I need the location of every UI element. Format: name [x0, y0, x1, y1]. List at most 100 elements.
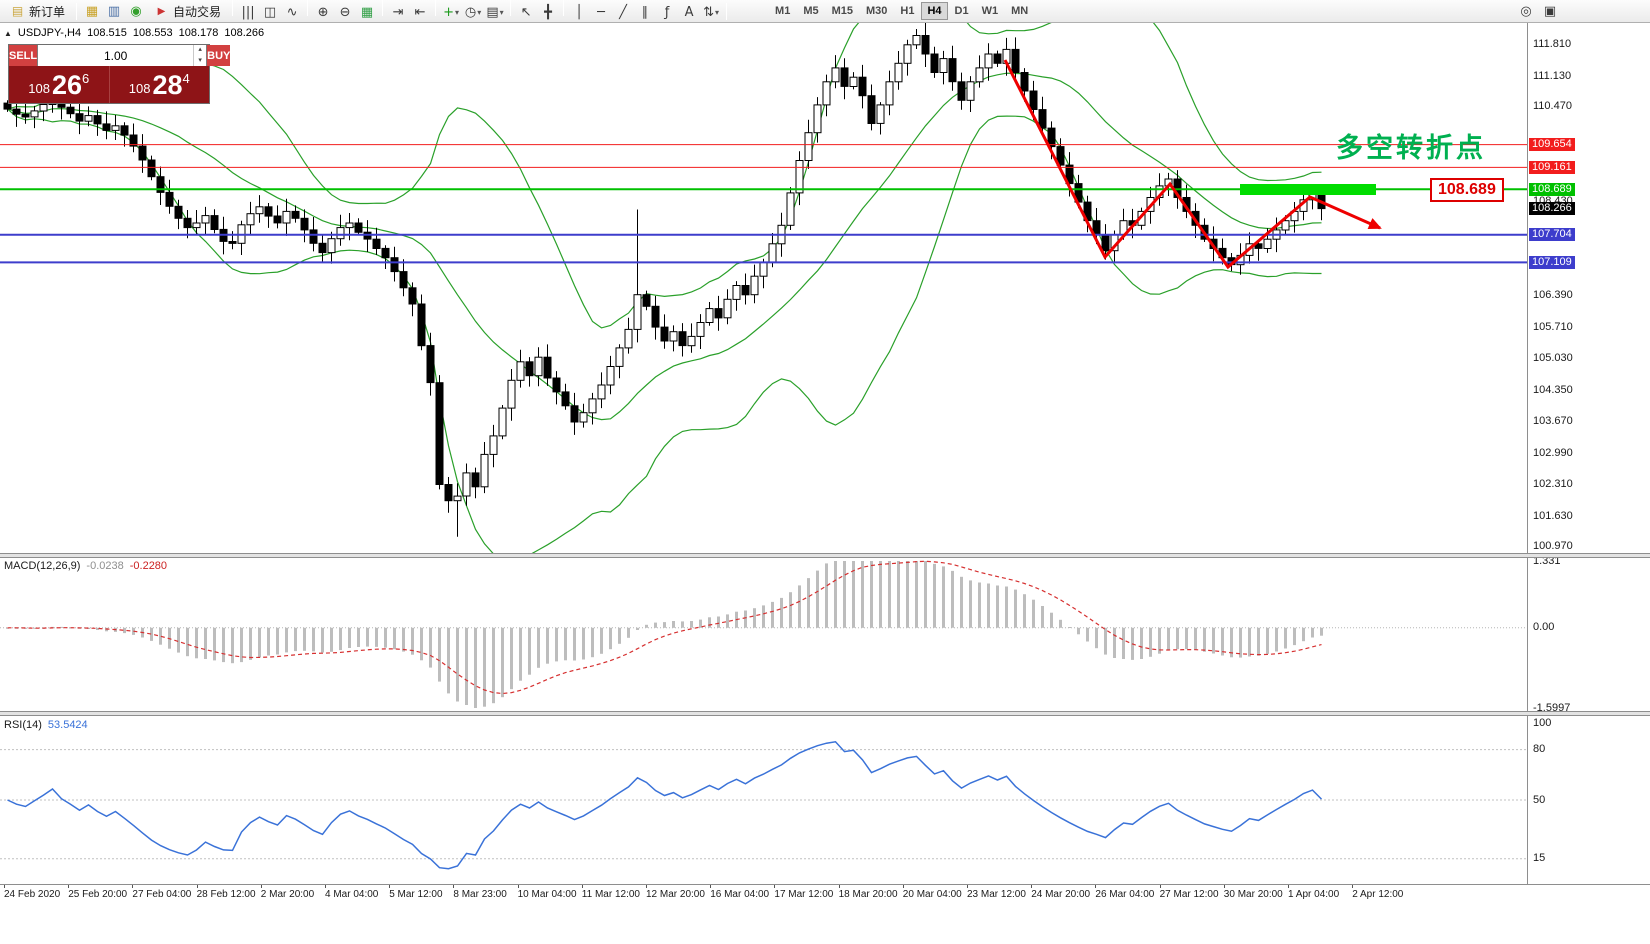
time-axis-label: 24 Mar 20:00 — [1031, 889, 1091, 900]
charts-grid-icon[interactable]: ▦ — [81, 1, 103, 21]
rsi-panel[interactable] — [0, 716, 1527, 884]
macd-panel[interactable] — [0, 558, 1527, 711]
turning-point-annotation[interactable]: 多空转折点 — [1336, 133, 1486, 163]
main-chart[interactable] — [0, 23, 1527, 553]
rsi-name: RSI(14) — [4, 719, 42, 731]
time-axis-label: 8 Mar 23:00 — [453, 889, 507, 900]
buy-button[interactable]: BUY — [207, 45, 231, 66]
horizontal-line-icon[interactable]: ─ — [590, 3, 612, 23]
fibonacci-icon[interactable]: ƒ — [656, 3, 678, 23]
chart-shift-icon[interactable]: ⇤ — [409, 3, 431, 23]
panel-splitter[interactable] — [0, 553, 1650, 558]
candlestick-icon[interactable]: ◫ — [259, 3, 281, 23]
panel-splitter[interactable] — [0, 711, 1650, 716]
search-icon[interactable]: ◎ — [1515, 1, 1537, 21]
templates-icon[interactable]: ▤ ▾ — [484, 3, 506, 23]
tile-windows-icon[interactable]: ▦ — [356, 3, 378, 23]
auto-trading-icon: ▶ — [157, 5, 166, 17]
time-axis-tick — [1352, 885, 1354, 888]
buy-price-sup: 4 — [182, 71, 190, 86]
time-axis-label: 17 Mar 12:00 — [774, 889, 834, 900]
timeframe-w1[interactable]: W1 — [976, 2, 1005, 20]
toolbar-separator — [726, 2, 728, 20]
vertical-line-icon[interactable]: │ — [568, 3, 590, 23]
volume-down-icon[interactable]: ▾ — [198, 56, 202, 64]
time-axis-label: 2 Mar 20:00 — [260, 889, 315, 900]
volume-up-icon[interactable]: ▴ — [198, 46, 202, 53]
zoom-out-icon[interactable]: ⊖ — [334, 3, 356, 23]
auto-scroll-icon[interactable]: ⇥ — [387, 3, 409, 23]
new-order-button[interactable]: ▤ 新订单 — [3, 1, 72, 21]
dropdown-arrow-icon: ▾ — [454, 8, 459, 18]
price-axis-label: 111.810 — [1533, 38, 1572, 51]
time-axis-label: 2 Apr 12:00 — [1352, 889, 1404, 900]
new-order-label: 新订单 — [29, 4, 66, 19]
text-icon[interactable]: A — [678, 3, 700, 23]
sell-price-big: 26 — [51, 69, 82, 100]
time-axis[interactable]: 24 Feb 2020 25 Feb 20:00 27 Feb 04:00 28 Fe… — [0, 884, 1650, 944]
time-axis-tick — [517, 885, 519, 888]
trendline-icon[interactable]: ╱ — [612, 3, 634, 23]
community-icon[interactable]: ◉ — [125, 1, 147, 21]
rsi-axis-label: 50 — [1533, 793, 1546, 806]
timeframe-h4[interactable]: H4 — [921, 2, 948, 20]
price-axis-label: 101.630 — [1533, 509, 1573, 522]
sell-button[interactable]: SELL — [9, 45, 38, 66]
sell-price[interactable]: 108 26 6 — [9, 66, 109, 103]
price-axis-label: 105.030 — [1533, 352, 1573, 365]
timeframe-m1[interactable]: M1 — [769, 2, 796, 20]
one-click-collapse-icon[interactable]: ▲ — [4, 28, 12, 38]
toolbar-right-icons: ◎ ▣ — [1515, 1, 1561, 21]
new-order-icon: ▤ — [11, 4, 24, 18]
volume-input[interactable] — [38, 45, 194, 66]
time-axis-label: 25 Feb 20:00 — [68, 889, 128, 900]
time-axis-tick — [68, 885, 70, 888]
price-axis-label: 110.470 — [1533, 100, 1572, 113]
timeframe-group: M1 M5 M15 M30 H1 H4 D1 W1 MN — [769, 2, 1034, 20]
time-axis-label: 23 Mar 12:00 — [967, 889, 1026, 900]
periods-icon[interactable]: ◷ ▾ — [462, 3, 484, 23]
timeframe-d1[interactable]: D1 — [949, 2, 975, 20]
time-axis-label: 27 Mar 12:00 — [1159, 889, 1219, 900]
time-axis-label: 30 Mar 20:00 — [1223, 889, 1283, 900]
ohlc-close: 108.266 — [224, 27, 265, 39]
channel-icon[interactable]: ∥ — [634, 3, 656, 23]
profiles-icon[interactable]: ▥ — [103, 1, 125, 21]
rsi-axis-label: 100 — [1533, 717, 1552, 729]
time-axis-tick — [967, 885, 968, 888]
time-axis-label: 12 Mar 20:00 — [646, 889, 705, 900]
zoom-in-icon[interactable]: ⊕ — [312, 3, 334, 23]
volume-stepper[interactable]: ▴ ▾ — [193, 45, 206, 66]
price-axis-label: 103.670 — [1533, 415, 1573, 427]
timeframe-m5[interactable]: M5 — [797, 2, 824, 20]
timeframe-mn[interactable]: MN — [1005, 2, 1034, 20]
time-axis-label: 20 Mar 04:00 — [902, 889, 962, 900]
price-scale[interactable]: 111.810 111.130 110.470 108.430 106.390 105.7… — [1527, 23, 1650, 884]
bar-chart-icon[interactable]: ||| — [237, 3, 259, 23]
toolbar-left-icons: ▦ ▥ ◉ — [81, 1, 147, 21]
time-axis-label: 4 Mar 04:00 — [325, 889, 379, 900]
timeframe-h1[interactable]: H1 — [894, 2, 920, 20]
price-level-tag[interactable]: 108.689 — [1430, 178, 1504, 202]
time-axis-label: 28 Feb 12:00 — [196, 889, 256, 900]
toolbar-separator — [563, 0, 565, 17]
price-axis-label: 111.130 — [1533, 69, 1572, 82]
cursor-icon[interactable]: ↖ — [515, 3, 537, 23]
sell-price-sup: 6 — [82, 71, 90, 86]
time-axis-label: 24 Feb 2020 — [4, 889, 61, 900]
line-chart-icon[interactable]: ∿ — [281, 3, 303, 23]
auto-trading-button[interactable]: ▶ 自动交易 — [147, 1, 228, 21]
macd-axis-label: -1.5997 — [1533, 701, 1571, 714]
timeframe-m15[interactable]: M15 — [826, 2, 859, 20]
time-axis-tick — [1095, 885, 1097, 888]
layout-icon[interactable]: ▣ — [1539, 1, 1561, 21]
price-axis-label: 100.970 — [1533, 540, 1573, 552]
buy-price[interactable]: 108 28 4 — [108, 66, 210, 103]
time-axis-tick — [260, 885, 262, 888]
dropdown-arrow-icon: ▾ — [477, 8, 482, 18]
timeframe-m30[interactable]: M30 — [860, 2, 893, 20]
indicators-icon[interactable]: + ▾ — [440, 3, 462, 23]
arrows-icon[interactable]: ⇅ ▾ — [700, 3, 722, 23]
crosshair-icon[interactable]: ╋ — [537, 3, 559, 23]
